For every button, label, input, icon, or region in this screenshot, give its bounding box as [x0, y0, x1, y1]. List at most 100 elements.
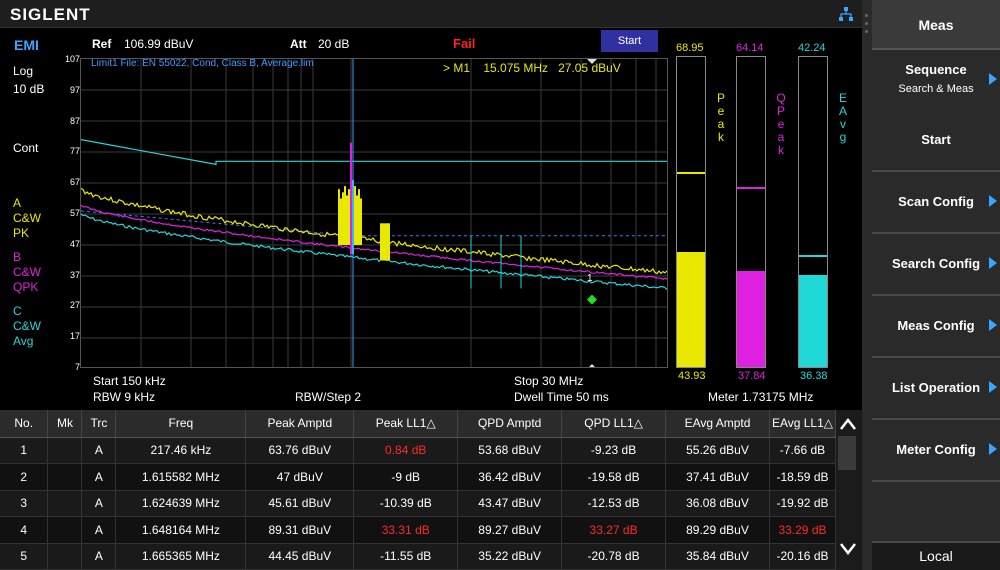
menu-item-label: Scan Config	[898, 194, 974, 209]
brand-logo: SIGLENT	[10, 5, 91, 24]
table-row[interactable]: 5 A 1.665365 MHz 44.45 dBuV -11.55 dB 35.22 d…	[0, 543, 837, 570]
marker-label: > M1	[443, 61, 471, 75]
network-icon[interactable]	[839, 7, 853, 21]
rbw-step[interactable]: RBW/Step 2	[295, 390, 362, 404]
col-header[interactable]: Peak Amptd	[245, 410, 355, 438]
local-button[interactable]: Local	[872, 543, 1000, 570]
scroll-arrows	[838, 417, 856, 556]
sidebar-grip[interactable]	[862, 0, 872, 570]
menu-meter-config-button[interactable]: Meter Config	[872, 420, 1000, 482]
dwell-time[interactable]: Dwell Time 50 ms	[514, 390, 609, 404]
top-bar: SIGLENT	[0, 0, 862, 28]
menu-list-operation-button[interactable]: List Operation	[872, 358, 1000, 420]
meter-bar-eavg	[798, 56, 828, 368]
table-row[interactable]: 2 A 1.615582 MHz 47 dBuV -9 dB 36.42 dBuV -19.…	[0, 463, 837, 491]
trace-c-letter[interactable]: C	[13, 304, 22, 318]
menu-search-config-button[interactable]: Search Config	[872, 234, 1000, 296]
table-header-row: No. Mk Trc Freq Peak Amptd Peak LL1△ QPD Amptd…	[0, 410, 837, 438]
col-header[interactable]: Mk	[47, 410, 83, 438]
table-cell	[47, 543, 83, 570]
y-tick-label: 97	[69, 84, 80, 95]
fail-status: Fail	[453, 36, 476, 51]
menu-item-label: Sequence	[905, 62, 967, 77]
trace-c-detector: Avg	[13, 334, 34, 348]
table-cell: 43.47 dBuV	[457, 490, 563, 517]
col-header[interactable]: QPD Amptd	[457, 410, 563, 438]
table-cell: 89.27 dBuV	[457, 516, 563, 544]
table-cell	[47, 463, 83, 491]
table-scrollbar[interactable]	[836, 410, 862, 570]
marker-diamond[interactable]	[587, 294, 597, 305]
marker-freq: 15.075 MHz	[483, 61, 549, 75]
table-cell: 2	[0, 463, 49, 491]
col-header[interactable]: Peak LL1△	[353, 410, 459, 438]
chevron-down-icon[interactable]	[840, 543, 856, 556]
menu-start-button[interactable]: Start	[872, 110, 1000, 172]
meter-max-line	[677, 171, 705, 174]
col-header[interactable]: No.	[0, 410, 49, 438]
table-cell: -11.55 dB	[353, 543, 459, 570]
meter-max-value: 64.14	[736, 42, 764, 54]
menu-sequence-button[interactable]: Sequence Search & Meas	[872, 50, 1000, 112]
table-cell: -20.16 dB	[769, 543, 837, 570]
rbw[interactable]: RBW 9 kHz	[93, 390, 156, 404]
start-badge[interactable]: Start	[601, 30, 658, 52]
table-cell: -12.53 dB	[561, 490, 667, 517]
table-cell: 1.615582 MHz	[115, 463, 247, 491]
table-cell: -19.92 dB	[769, 490, 837, 517]
table-cell: 37.41 dBuV	[665, 463, 770, 491]
col-header[interactable]: EAvg Amptd	[665, 410, 770, 438]
table-row[interactable]: 4 A 1.648164 MHz 89.31 dBuV 33.31 dB 89.27 dB…	[0, 516, 837, 544]
trace-c-mode: C&W	[13, 319, 41, 333]
meter-fill	[799, 275, 827, 367]
stop-freq[interactable]: Stop 30 MHz	[514, 374, 584, 388]
chevron-up-icon[interactable]	[840, 417, 856, 430]
table-cell: 45.61 dBuV	[245, 490, 355, 517]
ref-label: Ref	[92, 37, 112, 51]
scroll-thumb[interactable]	[838, 436, 856, 470]
meter-max-value: 68.95	[676, 42, 704, 54]
peak-list-table: No. Mk Trc Freq Peak Amptd Peak LL1△ QPD Amptd…	[0, 410, 837, 570]
start-freq[interactable]: Start 150 kHz	[93, 374, 166, 388]
table-cell: 63.76 dBuV	[245, 437, 355, 464]
y-tick-label: 107	[64, 54, 80, 64]
qpeak-trace	[81, 204, 667, 281]
grip-dot	[865, 30, 868, 33]
table-cell: -7.66 dB	[769, 437, 837, 464]
y-tick-label: 57	[69, 208, 80, 218]
mode-label: EMI	[14, 37, 39, 53]
meter-freq: Meter 1.73175 MHz	[708, 390, 814, 404]
meter-name: QPeak	[776, 92, 786, 157]
col-header[interactable]: Trc	[81, 410, 117, 438]
col-header[interactable]: Freq	[115, 410, 247, 438]
meter-max-line	[737, 186, 765, 189]
col-header[interactable]: QPD LL1△	[561, 410, 667, 438]
table-cell: -9 dB	[353, 463, 459, 491]
table-row[interactable]: 1 A 217.46 kHz 63.76 dBuV 0.84 dB 53.68 dBuV -…	[0, 437, 837, 464]
col-header[interactable]: EAvg LL1△	[769, 410, 837, 438]
limit-line	[81, 139, 667, 166]
trace-b-mode: C&W	[13, 265, 41, 279]
menu-item-sub: Search & Meas	[898, 83, 974, 95]
table-cell: 3	[0, 490, 49, 517]
table-cell: 1.648164 MHz	[115, 516, 247, 544]
table-row[interactable]: 3 A 1.624639 MHz 45.61 dBuV -10.39 dB 43.47 d…	[0, 490, 837, 517]
ref-value[interactable]: 106.99 dBuV	[124, 37, 194, 51]
table-cell: A	[81, 463, 117, 491]
spectrum-plot[interactable]: Limit1 File: EN 55022, Cond, Class B, Av…	[80, 58, 668, 368]
trace-b-letter[interactable]: B	[13, 250, 22, 264]
trace-a-letter[interactable]: A	[13, 196, 22, 210]
menu-meas-config-button[interactable]: Meas Config	[872, 296, 1000, 358]
table-cell: 33.29 dB	[769, 516, 837, 544]
att-value[interactable]: 20 dB	[318, 37, 350, 51]
menu-scan-config-button[interactable]: Scan Config	[872, 172, 1000, 234]
chevron-right-icon	[989, 381, 997, 393]
menu-title: Meas	[872, 0, 1000, 50]
chevron-right-icon	[989, 73, 997, 85]
trace-b-detector: QPK	[13, 280, 39, 294]
y-tick-label: 87	[69, 115, 80, 126]
table-cell: -9.23 dB	[561, 437, 667, 464]
marker-readout: > M1 15.075 MHz 27.05 dBuV	[443, 61, 621, 75]
meter-fill	[677, 251, 705, 367]
table-cell: 1.624639 MHz	[115, 490, 247, 517]
